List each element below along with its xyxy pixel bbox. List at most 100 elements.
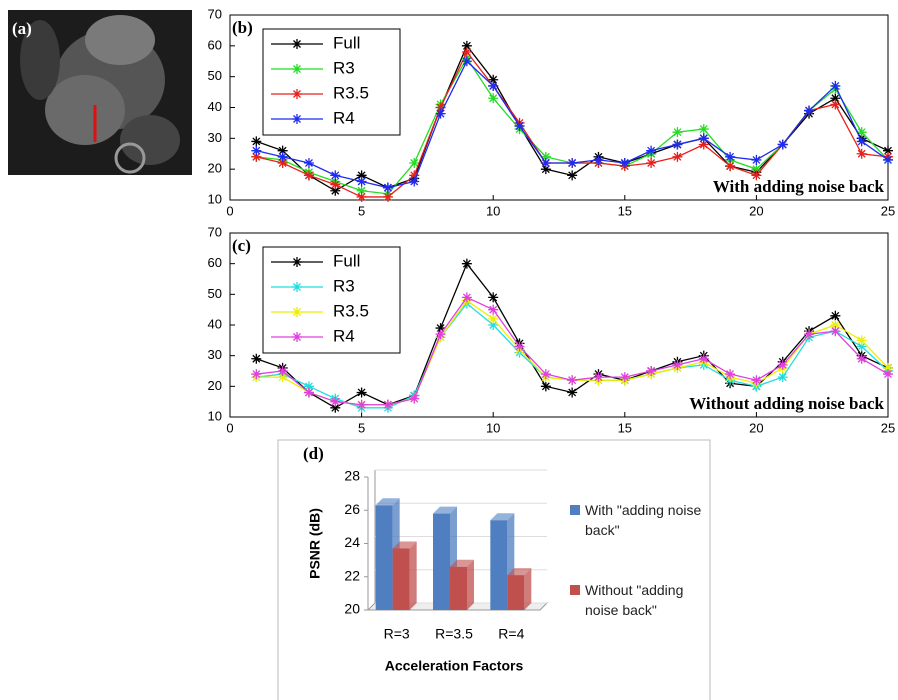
data-point (488, 80, 499, 91)
y-tick-label: 40 (208, 99, 222, 114)
data-point (698, 124, 709, 135)
legend-label: Without "adding noise back" (585, 582, 684, 618)
x-tick-label: 15 (618, 203, 632, 218)
data-point (698, 133, 709, 144)
data-point (777, 372, 788, 383)
data-point (330, 396, 341, 407)
data-point (488, 304, 499, 315)
data-point (672, 127, 683, 138)
data-point (646, 145, 657, 156)
data-point (856, 148, 867, 159)
x-tick-label: R=3 (384, 626, 410, 642)
data-point (540, 151, 551, 162)
data-point (330, 185, 341, 196)
legend-marker (292, 89, 302, 99)
data-point (356, 185, 367, 196)
data-point (593, 154, 604, 165)
legend-swatch (570, 585, 580, 595)
bar (490, 520, 508, 610)
bar-side (524, 568, 532, 610)
data-point (488, 93, 499, 104)
legend-label: R3.5 (333, 83, 369, 102)
y-tick-label: 50 (208, 68, 222, 83)
data-point (488, 320, 499, 330)
x-axis-label: Acceleration Factors (385, 658, 524, 674)
data-point (303, 170, 314, 181)
data-point (856, 353, 867, 364)
data-point (725, 161, 736, 172)
data-point (277, 372, 288, 383)
data-point (251, 151, 262, 162)
data-point (356, 176, 367, 187)
data-point (883, 145, 893, 156)
legend-marker (292, 39, 302, 49)
bar-side (467, 559, 474, 610)
x-tick-label: 25 (881, 203, 895, 218)
annotation: With adding noise back (713, 177, 885, 196)
data-point (751, 164, 762, 175)
data-point (672, 151, 683, 162)
bar (392, 548, 410, 610)
data-point (330, 402, 341, 413)
y-tick-label: 20 (208, 378, 222, 393)
data-point (277, 151, 288, 162)
x-tick-label: 20 (749, 420, 763, 435)
data-point (883, 362, 893, 373)
x-tick-label: 5 (358, 203, 365, 218)
bar-top (433, 506, 457, 514)
data-point (540, 158, 551, 168)
y-tick-label: 20 (208, 161, 222, 176)
data-point (382, 191, 393, 202)
data-point (646, 158, 657, 168)
bar-top (490, 513, 515, 521)
y-tick-label: 24 (344, 534, 360, 550)
bar-top (375, 498, 400, 506)
data-point (514, 341, 525, 352)
legend-marker (292, 64, 302, 74)
y-tick-label: 70 (208, 6, 222, 21)
legend-box (262, 246, 401, 354)
data-point (409, 176, 420, 187)
y-tick-label: 10 (208, 191, 222, 206)
data-point (330, 170, 341, 181)
data-point (777, 359, 788, 370)
annotation: Without adding noise back (689, 394, 884, 413)
data-point (830, 320, 841, 330)
data-point (698, 353, 709, 364)
data-point (251, 369, 262, 380)
data-point (277, 145, 288, 156)
y-tick-label: 40 (208, 316, 222, 331)
data-point (303, 381, 314, 392)
y-tick-label: 22 (344, 567, 360, 583)
mri-image: (a) (8, 10, 192, 175)
data-point (540, 369, 551, 380)
bar (507, 575, 525, 610)
y-tick-label: 60 (208, 255, 222, 270)
bar-top (450, 559, 474, 567)
data-point (751, 170, 762, 181)
legend-box (262, 28, 401, 136)
data-point (751, 375, 762, 386)
panel-label: (a) (12, 19, 32, 38)
data-point (830, 99, 841, 110)
data-point (725, 151, 736, 162)
legend-marker (292, 282, 302, 292)
legend-label: Full (333, 251, 360, 270)
y-tick-label: 50 (208, 286, 222, 301)
data-point (356, 399, 367, 410)
data-point (751, 154, 762, 165)
data-point (409, 170, 420, 181)
data-point (356, 387, 367, 398)
data-point (830, 326, 841, 337)
legend-marker (292, 114, 302, 124)
data-point (619, 372, 630, 383)
data-point (251, 145, 262, 156)
data-point (672, 359, 683, 370)
data-point (830, 93, 841, 104)
y-tick-label: 26 (344, 501, 360, 517)
x-tick-label: 0 (226, 203, 233, 218)
y-tick-label: 30 (208, 130, 222, 145)
data-point (435, 329, 446, 340)
data-point (856, 341, 867, 352)
